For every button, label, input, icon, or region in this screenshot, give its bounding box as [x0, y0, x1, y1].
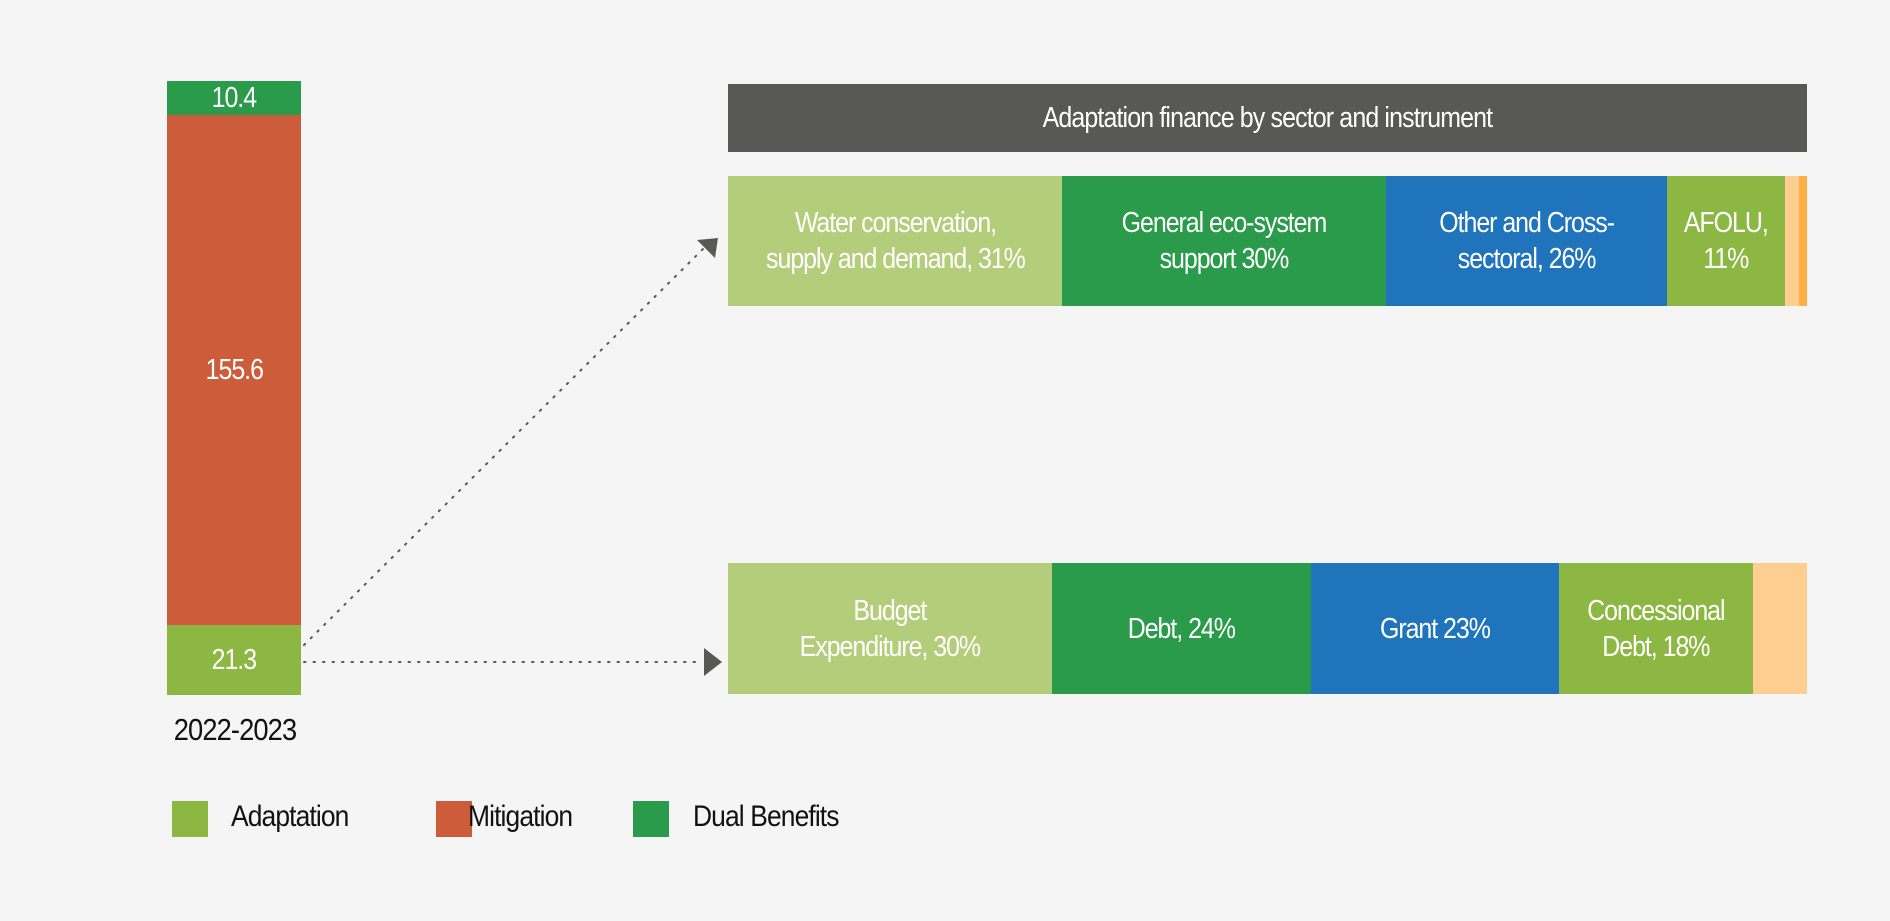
sector-segment: [1785, 176, 1800, 306]
sector-segment: [1799, 176, 1807, 306]
segment-label: Grant 23%: [1379, 612, 1491, 645]
instrument-segment: Budget Expenditure, 30%: [728, 563, 1052, 694]
legend-label-dual-benefits: Dual Benefits: [693, 800, 839, 833]
data-label: 155.6: [205, 354, 263, 387]
sector-segment: Other and Cross- sectoral, 26%: [1386, 176, 1667, 306]
instrument-segment: Concessional Debt, 18%: [1558, 563, 1754, 694]
instrument-segment: [1753, 563, 1807, 694]
instrument-segment: Grant 23%: [1310, 563, 1559, 694]
sector-segment: General eco-system support 30%: [1062, 176, 1387, 306]
legend-swatch-mitigation: [436, 801, 472, 837]
legend-label-adaptation: Adaptation: [231, 800, 349, 833]
instrument-segment: Debt, 24%: [1051, 563, 1311, 694]
chart-title: Adaptation finance by sector and instrum…: [728, 84, 1807, 152]
segment-label: Concessional Debt, 18%: [1587, 594, 1725, 663]
legend-label-mitigation: Mitigation: [468, 800, 573, 833]
segment-label: Budget Expenditure, 30%: [799, 594, 981, 663]
column-segment-mitigation: 155.6: [167, 115, 301, 626]
segment-label: AFOLU, 11%: [1684, 207, 1769, 275]
arrow-to-sector-line: [303, 245, 707, 646]
sector-segment: AFOLU, 11%: [1666, 176, 1786, 306]
data-label: 10.4: [211, 82, 257, 115]
column-segment-dual-benefits: 10.4: [167, 81, 301, 116]
segment-label: Water conservation, supply and demand, 3…: [765, 207, 1026, 275]
data-label: 21.3: [211, 644, 257, 677]
legend-swatch-adaptation: [172, 801, 208, 837]
segment-label: Other and Cross- sectoral, 26%: [1439, 207, 1615, 275]
sector-segment: Water conservation, supply and demand, 3…: [728, 176, 1063, 306]
legend-swatch-dual-benefits: [633, 801, 669, 837]
column-segment-adaptation: 21.3: [167, 625, 301, 695]
segment-label: General eco-system support 30%: [1122, 207, 1328, 275]
segment-label: Debt, 24%: [1127, 612, 1236, 645]
arrow-head-instrument: [704, 648, 722, 676]
arrow-head-sector: [697, 238, 718, 258]
chart-title-text: Adaptation finance by sector and instrum…: [1042, 101, 1494, 134]
x-tick-label: 2022-2023: [173, 712, 297, 747]
